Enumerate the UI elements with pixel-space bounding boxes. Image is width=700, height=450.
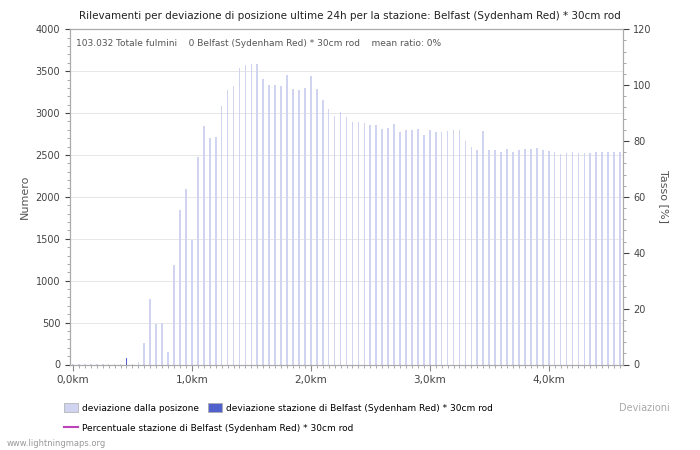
Bar (405, 130, 407, 364)
Bar (126, 358, 127, 364)
Bar (144, 343, 145, 364)
Bar (382, 129, 383, 364)
Bar (578, 153, 579, 364)
Bar (251, 63, 252, 364)
Bar (220, 105, 223, 365)
Bar (274, 86, 276, 365)
Text: Rilevamenti per deviazione di posizione ultime 24h per la stazione: Belfast (Syd: Rilevamenti per deviazione di posizione … (79, 11, 621, 21)
Bar (161, 324, 163, 365)
Bar (423, 135, 425, 364)
Bar (584, 153, 585, 364)
Bar (126, 358, 127, 364)
Bar (447, 130, 449, 364)
Bar (173, 265, 175, 364)
Bar (589, 153, 591, 364)
Bar (262, 79, 264, 364)
Bar (256, 63, 258, 364)
Bar (316, 89, 318, 364)
Bar (465, 141, 466, 364)
Bar (387, 128, 389, 365)
Text: Deviazioni: Deviazioni (620, 403, 671, 413)
Bar (340, 112, 342, 364)
Bar (363, 123, 365, 364)
Text: 103.032 Totale fulmini    0 Belfast (Sydenham Red) * 30cm rod    mean ratio: 0%: 103.032 Totale fulmini 0 Belfast (Sydenh… (76, 39, 441, 48)
Bar (209, 138, 211, 365)
Bar (286, 75, 288, 364)
Bar (435, 131, 437, 364)
Bar (489, 150, 490, 364)
Bar (191, 239, 193, 364)
Bar (179, 210, 181, 364)
Bar (441, 131, 442, 364)
Bar (566, 153, 567, 364)
Bar (596, 153, 597, 364)
Bar (239, 68, 240, 364)
Legend: Percentuale stazione di Belfast (Sydenham Red) * 30cm rod: Percentuale stazione di Belfast (Sydenha… (60, 420, 357, 436)
Bar (512, 152, 514, 364)
Bar (310, 76, 312, 364)
Bar (613, 153, 615, 364)
Bar (411, 130, 413, 364)
Bar (292, 89, 294, 364)
Bar (601, 153, 603, 364)
Bar (149, 299, 151, 364)
Bar (548, 151, 550, 364)
Bar (554, 152, 556, 364)
Bar (334, 116, 335, 364)
Bar (304, 88, 306, 364)
Bar (429, 130, 430, 364)
Bar (370, 125, 371, 364)
Bar (393, 124, 395, 364)
Bar (494, 150, 496, 364)
Bar (482, 130, 484, 364)
Bar (185, 189, 187, 364)
Y-axis label: Tasso [%]: Tasso [%] (659, 171, 668, 223)
Bar (470, 148, 473, 364)
Text: www.lightningmaps.org: www.lightningmaps.org (7, 439, 106, 448)
Bar (375, 125, 377, 364)
Bar (197, 158, 199, 364)
Bar (506, 149, 508, 364)
Bar (608, 153, 609, 364)
Bar (477, 150, 478, 364)
Bar (328, 109, 330, 364)
Bar (560, 154, 561, 364)
Bar (530, 149, 532, 364)
Bar (346, 117, 347, 364)
Bar (453, 130, 454, 364)
Bar (298, 90, 300, 364)
Bar (542, 150, 544, 364)
Bar (620, 153, 621, 364)
Bar (322, 99, 323, 364)
Bar (417, 129, 419, 364)
Bar (203, 126, 204, 364)
Bar (244, 65, 246, 364)
Bar (215, 136, 216, 365)
Bar (232, 86, 234, 364)
Bar (358, 122, 359, 364)
Bar (280, 86, 282, 364)
Bar (399, 132, 401, 364)
Bar (458, 130, 461, 364)
Bar (351, 122, 354, 364)
Bar (536, 148, 538, 364)
Bar (155, 324, 157, 364)
Y-axis label: Numero: Numero (20, 175, 30, 219)
Bar (137, 362, 139, 364)
Bar (518, 150, 520, 364)
Bar (524, 149, 526, 364)
Bar (500, 153, 502, 364)
Bar (167, 352, 169, 365)
Legend: deviazione dalla posizone, deviazione stazione di Belfast (Sydenham Red) * 30cm : deviazione dalla posizone, deviazione st… (60, 400, 497, 416)
Bar (227, 90, 228, 364)
Bar (572, 153, 573, 364)
Bar (268, 85, 270, 364)
